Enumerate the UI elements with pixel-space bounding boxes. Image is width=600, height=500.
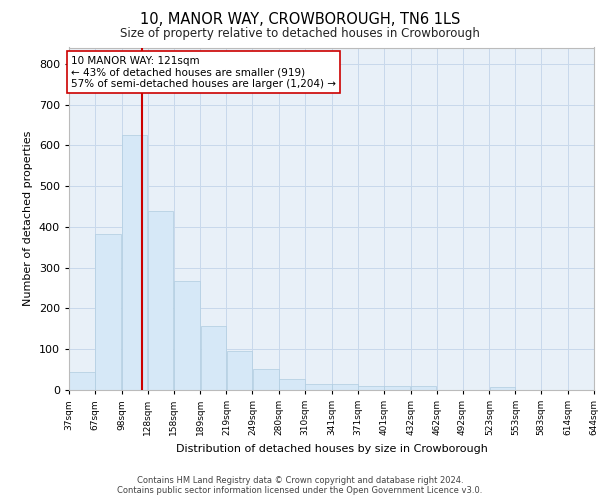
Text: 10 MANOR WAY: 121sqm
← 43% of detached houses are smaller (919)
57% of semi-deta: 10 MANOR WAY: 121sqm ← 43% of detached h… bbox=[71, 56, 336, 89]
X-axis label: Distribution of detached houses by size in Crowborough: Distribution of detached houses by size … bbox=[176, 444, 487, 454]
Y-axis label: Number of detached properties: Number of detached properties bbox=[23, 131, 33, 306]
Bar bbox=[332, 384, 358, 390]
Bar bbox=[174, 280, 200, 390]
Bar bbox=[227, 352, 252, 390]
Bar bbox=[201, 326, 226, 390]
Bar bbox=[95, 234, 121, 390]
Bar bbox=[411, 386, 436, 390]
Bar bbox=[305, 384, 332, 390]
Bar bbox=[69, 372, 95, 390]
Bar bbox=[122, 135, 148, 390]
Text: 10, MANOR WAY, CROWBOROUGH, TN6 1LS: 10, MANOR WAY, CROWBOROUGH, TN6 1LS bbox=[140, 12, 460, 28]
Text: Contains HM Land Registry data © Crown copyright and database right 2024.
Contai: Contains HM Land Registry data © Crown c… bbox=[118, 476, 482, 495]
Bar bbox=[358, 386, 383, 390]
Bar bbox=[384, 386, 410, 390]
Bar bbox=[148, 212, 173, 390]
Text: Size of property relative to detached houses in Crowborough: Size of property relative to detached ho… bbox=[120, 28, 480, 40]
Bar bbox=[253, 369, 279, 390]
Bar bbox=[490, 386, 515, 390]
Bar bbox=[280, 378, 305, 390]
